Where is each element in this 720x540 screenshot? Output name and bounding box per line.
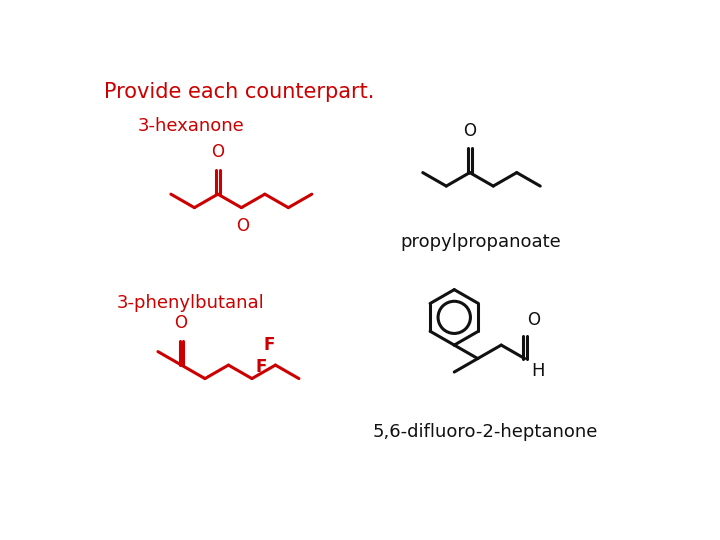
Text: propylpropanoate: propylpropanoate	[400, 233, 561, 251]
Text: 3-hexanone: 3-hexanone	[138, 117, 245, 135]
Text: F: F	[256, 358, 267, 376]
Text: H: H	[531, 362, 544, 380]
Text: O: O	[527, 310, 540, 329]
Text: O: O	[463, 122, 476, 140]
Text: O: O	[174, 314, 187, 333]
Text: F: F	[263, 336, 274, 354]
Text: Provide each counterpart.: Provide each counterpart.	[104, 82, 374, 102]
Text: 5,6-difluoro-2-heptanone: 5,6-difluoro-2-heptanone	[373, 423, 598, 441]
Text: O: O	[235, 217, 248, 235]
Text: O: O	[212, 144, 225, 161]
Text: 3-phenylbutanal: 3-phenylbutanal	[117, 294, 265, 312]
